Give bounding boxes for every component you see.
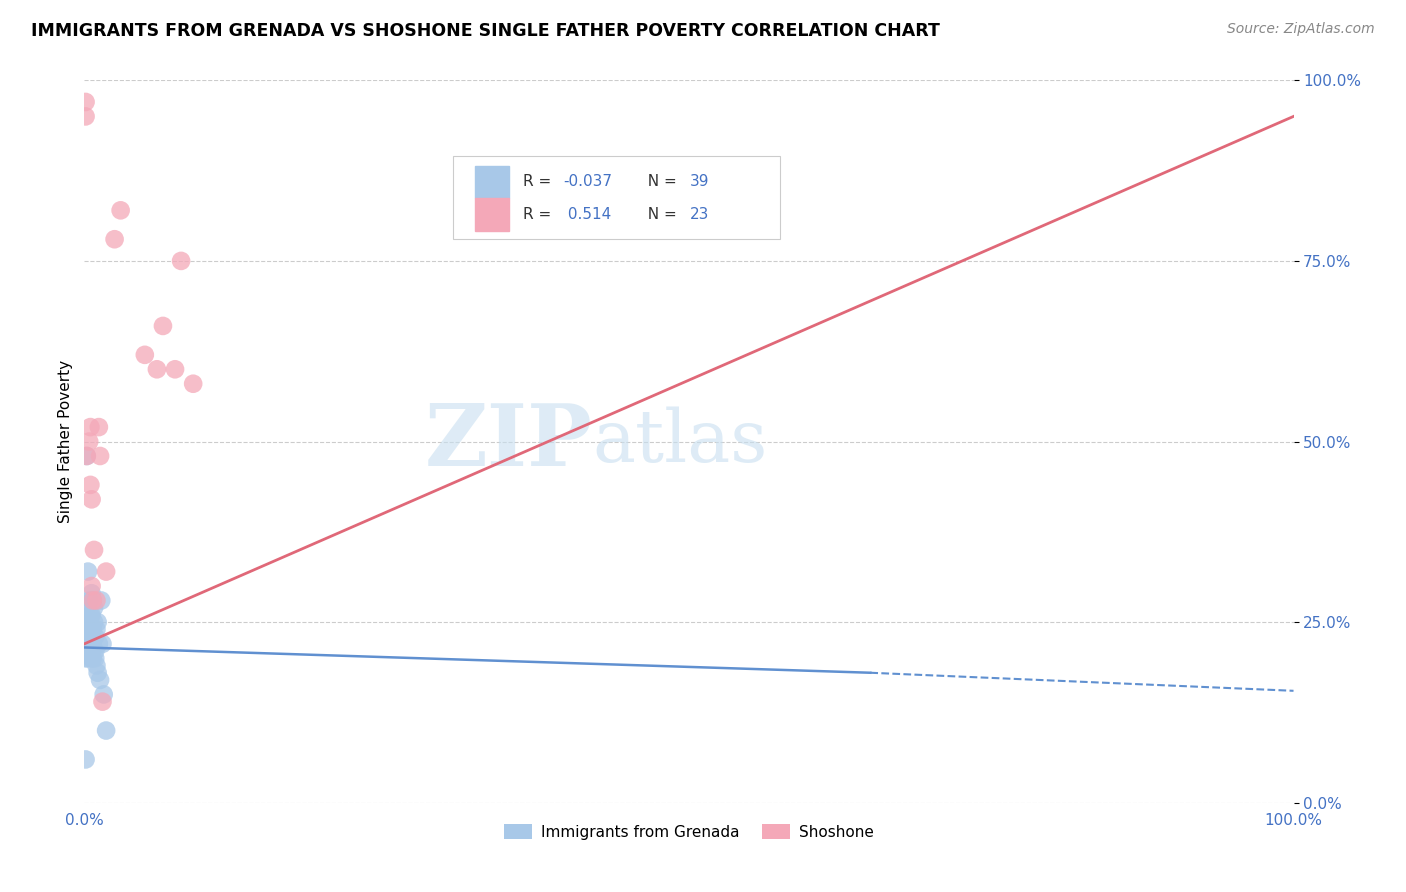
- Text: R =: R =: [523, 207, 557, 222]
- Point: [146, 362, 169, 376]
- Point: [75, 95, 97, 109]
- Point: [170, 253, 193, 268]
- Point: [76, 637, 98, 651]
- Point: [89, 673, 111, 687]
- Point: [82, 637, 104, 651]
- Point: [80, 579, 103, 593]
- Point: [84, 651, 107, 665]
- Point: [79, 630, 101, 644]
- Text: -0.037: -0.037: [564, 174, 612, 189]
- Point: [86, 593, 108, 607]
- Point: [80, 607, 103, 622]
- Text: 23: 23: [690, 207, 710, 222]
- Point: [86, 615, 108, 630]
- Point: [80, 637, 103, 651]
- Point: [79, 637, 101, 651]
- Text: 0.514: 0.514: [564, 207, 612, 222]
- Point: [76, 600, 98, 615]
- Point: [79, 420, 101, 434]
- Point: [86, 658, 108, 673]
- Point: [84, 644, 107, 658]
- Text: N =: N =: [638, 174, 682, 189]
- Point: [77, 651, 100, 665]
- Point: [94, 565, 117, 579]
- Point: [75, 651, 97, 665]
- Y-axis label: Single Father Poverty: Single Father Poverty: [58, 360, 73, 523]
- Point: [83, 600, 105, 615]
- Point: [87, 420, 110, 434]
- Point: [181, 376, 204, 391]
- Point: [77, 615, 100, 630]
- Legend: Immigrants from Grenada, Shoshone: Immigrants from Grenada, Shoshone: [498, 818, 880, 846]
- Point: [79, 478, 101, 492]
- Point: [77, 630, 100, 644]
- Point: [82, 593, 104, 607]
- Text: R =: R =: [523, 174, 557, 189]
- Point: [152, 318, 174, 333]
- Point: [79, 607, 101, 622]
- Point: [86, 623, 108, 637]
- Point: [165, 362, 187, 376]
- Point: [89, 449, 111, 463]
- Point: [75, 637, 97, 651]
- Point: [77, 593, 100, 607]
- Point: [82, 623, 104, 637]
- Point: [76, 449, 98, 463]
- Bar: [475, 198, 509, 230]
- Point: [80, 651, 103, 665]
- Point: [83, 542, 105, 557]
- Point: [91, 637, 114, 651]
- Point: [77, 434, 100, 449]
- Bar: [475, 166, 509, 198]
- Text: Source: ZipAtlas.com: Source: ZipAtlas.com: [1227, 22, 1375, 37]
- Point: [87, 637, 110, 651]
- FancyBboxPatch shape: [453, 156, 780, 239]
- Point: [80, 586, 103, 600]
- Text: ZIP: ZIP: [425, 400, 592, 483]
- Text: 39: 39: [690, 174, 710, 189]
- Point: [134, 348, 156, 362]
- Point: [75, 623, 97, 637]
- Point: [82, 651, 104, 665]
- Point: [93, 687, 115, 701]
- Point: [104, 232, 127, 246]
- Point: [75, 110, 97, 124]
- Point: [80, 492, 103, 507]
- Point: [76, 615, 98, 630]
- Point: [84, 630, 107, 644]
- Text: N =: N =: [638, 207, 682, 222]
- Text: atlas: atlas: [592, 406, 768, 477]
- Point: [86, 665, 108, 680]
- Text: IMMIGRANTS FROM GRENADA VS SHOSHONE SINGLE FATHER POVERTY CORRELATION CHART: IMMIGRANTS FROM GRENADA VS SHOSHONE SING…: [31, 22, 939, 40]
- Point: [110, 203, 132, 218]
- Point: [82, 593, 104, 607]
- Point: [76, 449, 98, 463]
- Point: [94, 723, 117, 738]
- Point: [77, 565, 100, 579]
- Point: [90, 593, 112, 607]
- Point: [91, 695, 114, 709]
- Point: [83, 615, 105, 630]
- Point: [75, 752, 97, 766]
